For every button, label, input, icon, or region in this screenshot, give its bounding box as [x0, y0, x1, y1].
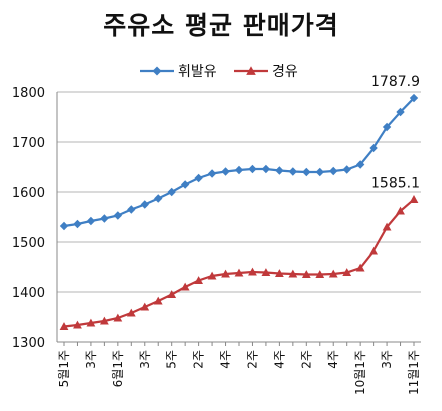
x-tick-label: 2주	[192, 350, 206, 369]
data-point-diesel	[234, 268, 244, 277]
data-point-gasoline	[73, 219, 82, 229]
data-point-gasoline	[382, 122, 392, 132]
data-point-gasoline	[86, 216, 96, 226]
data-point-diesel	[396, 206, 405, 215]
x-tick-label: 6월1주	[111, 350, 125, 387]
data-point-diesel	[301, 270, 311, 279]
data-point-gasoline	[302, 167, 311, 177]
data-point-gasoline	[315, 167, 324, 177]
y-tick-label: 1400	[12, 286, 45, 301]
data-point-diesel	[315, 270, 325, 279]
chart-title: 주유소 평균 판매가격	[103, 11, 339, 40]
data-point-gasoline	[409, 93, 419, 103]
data-point-diesel	[355, 263, 365, 272]
y-tick-label: 1800	[12, 86, 45, 101]
data-point-diesel	[409, 195, 419, 203]
end-value-label-diesel: 1585.1	[371, 175, 420, 191]
x-tick-label: 2주	[299, 350, 313, 369]
legend-marker-diesel	[246, 66, 256, 75]
data-point-diesel	[248, 267, 257, 276]
data-point-diesel	[194, 276, 204, 285]
data-point-gasoline	[342, 165, 351, 174]
y-tick-label: 1300	[12, 336, 45, 351]
data-point-diesel	[99, 316, 109, 325]
data-point-diesel	[207, 271, 217, 280]
data-point-diesel	[126, 308, 136, 317]
data-point-diesel	[342, 268, 352, 277]
y-tick-label: 1700	[12, 136, 45, 151]
data-point-diesel	[153, 296, 163, 305]
legend-label-diesel: 경유	[272, 64, 298, 80]
data-point-diesel	[113, 313, 123, 322]
data-point-gasoline	[288, 167, 298, 176]
data-point-gasoline	[207, 169, 217, 178]
data-point-diesel	[288, 269, 298, 278]
data-point-diesel	[180, 282, 190, 291]
data-point-gasoline	[127, 205, 136, 214]
x-tick-label: 3주	[138, 350, 152, 369]
x-tick-label: 10월1주	[353, 350, 367, 395]
data-point-gasoline	[261, 164, 271, 174]
data-point-gasoline	[396, 107, 405, 117]
data-point-gasoline	[234, 165, 244, 175]
data-point-gasoline	[248, 164, 257, 174]
data-point-diesel	[221, 269, 230, 278]
y-tick-label: 1600	[12, 186, 45, 201]
data-point-gasoline	[221, 167, 230, 176]
data-point-diesel	[167, 290, 177, 299]
data-point-gasoline	[140, 200, 149, 209]
data-point-gasoline	[329, 166, 338, 176]
x-tick-label: 3주	[84, 350, 98, 369]
x-tick-label: 5주	[165, 350, 179, 369]
data-point-gasoline	[154, 194, 163, 203]
data-point-gasoline	[59, 221, 69, 231]
data-point-diesel	[369, 246, 379, 255]
x-tick-label: 11월1주	[407, 350, 421, 395]
data-point-gasoline	[167, 187, 176, 197]
end-value-label-gasoline: 1787.9	[371, 74, 420, 90]
data-point-gasoline	[275, 166, 284, 175]
legend-label-gasoline: 휘발유	[178, 64, 217, 80]
x-tick-label: 4주	[219, 350, 233, 369]
data-point-diesel	[140, 302, 150, 311]
data-point-gasoline	[113, 211, 123, 220]
series-line-diesel	[63, 198, 415, 328]
data-point-diesel	[274, 269, 284, 278]
data-point-diesel	[86, 318, 96, 327]
data-point-diesel	[328, 269, 338, 278]
data-point-gasoline	[369, 143, 378, 153]
data-point-gasoline	[180, 180, 190, 189]
x-tick-label: 5월1주	[57, 350, 71, 387]
data-point-gasoline	[100, 214, 109, 223]
x-tick-label: 4주	[272, 350, 286, 369]
data-point-gasoline	[194, 173, 203, 183]
x-tick-label: 4주	[326, 350, 340, 369]
data-point-diesel	[382, 222, 392, 231]
data-point-gasoline	[355, 160, 365, 169]
y-tick-label: 1500	[12, 236, 45, 251]
x-tick-label: 2주	[245, 350, 259, 369]
data-point-diesel	[73, 320, 82, 329]
legend-marker-gasoline	[152, 66, 162, 76]
x-tick-label: 3주	[380, 350, 394, 369]
data-point-diesel	[261, 268, 271, 277]
data-point-diesel	[59, 322, 69, 331]
